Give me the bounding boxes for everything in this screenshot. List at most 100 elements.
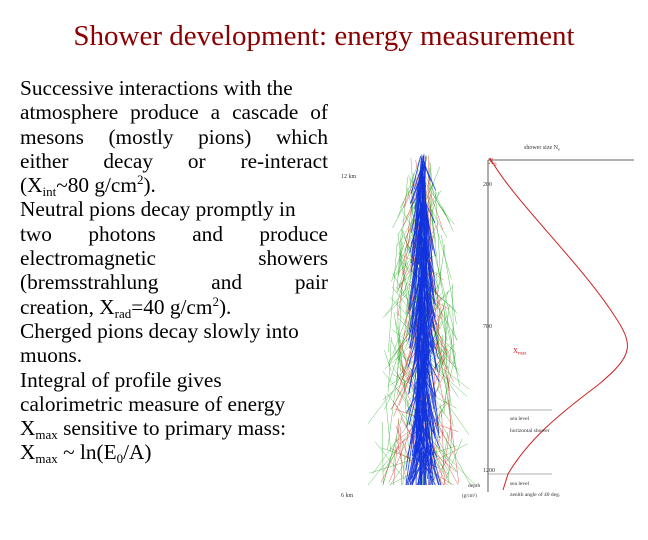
body-text-segment: electromagnetic showers [20, 246, 328, 271]
particle-track [392, 420, 399, 472]
particle-track [422, 303, 439, 360]
particle-track [428, 196, 437, 243]
particle-track [398, 177, 408, 277]
body-text-segment: ~ ln(E [57, 440, 117, 465]
particle-track [416, 178, 426, 264]
body-line: Integral of profile gives [20, 368, 328, 392]
particle-track [380, 446, 399, 483]
particle-track [421, 190, 433, 294]
depth-unit-label: (g/cm²) [462, 493, 477, 499]
particle-track [417, 347, 426, 458]
shower-size-label: shower size Ne [524, 145, 560, 152]
particle-track [410, 157, 415, 201]
body-line: electromagnetic showers [20, 246, 328, 270]
particle-track [429, 161, 434, 196]
shower-particles [367, 153, 476, 486]
particle-track [384, 350, 392, 372]
particle-track [443, 326, 454, 415]
particle-track [443, 438, 463, 486]
body-line: mesons (mostly pions) which [20, 125, 328, 149]
body-text-segment: creation, X [20, 294, 115, 319]
body-text-segment: Cherged pions decay slowly into [20, 318, 299, 343]
body-text-segment: mesons (mostly pions) which [20, 124, 328, 149]
body-line: two photons and produce [20, 222, 328, 246]
particle-track [411, 307, 419, 349]
particle-track [412, 352, 428, 459]
particle-track [411, 449, 429, 486]
particle-track [429, 408, 471, 486]
body-text-segment: Integral of profile gives [20, 367, 222, 392]
particle-track [418, 251, 436, 318]
particle-track [393, 445, 398, 486]
particle-track [437, 389, 470, 436]
xmax-label: Xmax [513, 347, 527, 357]
body-subscript: int [42, 184, 57, 200]
sea-level-label-2: sea level [510, 481, 530, 487]
body-supscript: 2 [212, 293, 219, 309]
body-line: creation, Xrad=40 g/cm2). [20, 293, 328, 320]
body-text-segment: ). [218, 294, 232, 319]
longitudinal-profile-curve [489, 157, 628, 491]
particle-track [398, 314, 413, 361]
particle-track [397, 184, 434, 246]
particle-track [415, 401, 440, 486]
particle-track [384, 275, 417, 316]
body-line: Xmax ~ ln(E0/A) [20, 440, 328, 467]
particle-track [407, 373, 426, 458]
body-subscript: max [35, 451, 58, 467]
particle-track [403, 176, 416, 207]
particle-track [411, 158, 424, 258]
particle-track [402, 200, 413, 275]
particle-track [418, 450, 431, 472]
particle-track [436, 307, 441, 352]
zenith-angle-label: zenith angle of 40 deg. [510, 491, 561, 498]
particle-track [418, 408, 426, 486]
body-text-segment: X [20, 440, 36, 465]
body-subscript: 0 [116, 451, 124, 467]
body-text-segment: /A) [123, 440, 152, 465]
body-text-segment: =40 g/cm [131, 294, 213, 319]
particle-track [396, 439, 408, 486]
body-text-segment: atmosphere produce a cascade of [20, 100, 328, 125]
body-subscript: max [35, 427, 58, 443]
particle-track [419, 222, 426, 296]
particle-track [416, 235, 426, 342]
shower-figure: shower size Ne X0 12 km 200 700 Xmax sea… [338, 140, 642, 512]
particle-track [447, 396, 460, 484]
particle-track [388, 420, 415, 483]
particle-track [424, 201, 436, 224]
body-line: Neutral pions decay promptly in [20, 197, 328, 221]
depth-label: depth [468, 483, 480, 489]
particle-track [410, 156, 422, 194]
particle-track [413, 395, 426, 480]
particle-track [444, 426, 451, 465]
particle-track [387, 242, 398, 353]
particle-track [408, 319, 422, 395]
body-text-segment: muons. [20, 343, 83, 368]
tick-1200-label: 1200 [483, 468, 495, 474]
particle-track [436, 272, 440, 372]
tick-200-label: 200 [483, 182, 492, 188]
body-line: Cherged pions decay slowly into [20, 319, 328, 343]
particle-track [408, 433, 422, 483]
body-line: atmosphere produce a cascade of [20, 100, 328, 124]
particle-track [409, 178, 414, 212]
particle-track [367, 446, 399, 486]
body-text: Successive interactions with the atmosphe… [20, 76, 328, 465]
particle-track [410, 231, 426, 332]
particle-track [391, 213, 415, 282]
particle-track [447, 430, 453, 486]
slide-title: Shower development: energy measurement [73, 20, 575, 52]
body-text-segment: sensitive to primary mass: [57, 416, 287, 441]
body-text-segment: Neutral pions decay promptly in [20, 197, 296, 222]
body-supscript: 2 [136, 172, 144, 188]
particle-track [418, 276, 423, 379]
particle-track [399, 241, 403, 274]
body-text-segment: ~80 g/cm [56, 173, 137, 198]
particle-track [385, 394, 392, 452]
horizontal-shower-label: horizontal shower [510, 428, 550, 434]
particle-track [407, 308, 426, 368]
particle-track [424, 438, 439, 486]
particle-track [399, 339, 404, 373]
x0-label: X0 [488, 157, 497, 168]
